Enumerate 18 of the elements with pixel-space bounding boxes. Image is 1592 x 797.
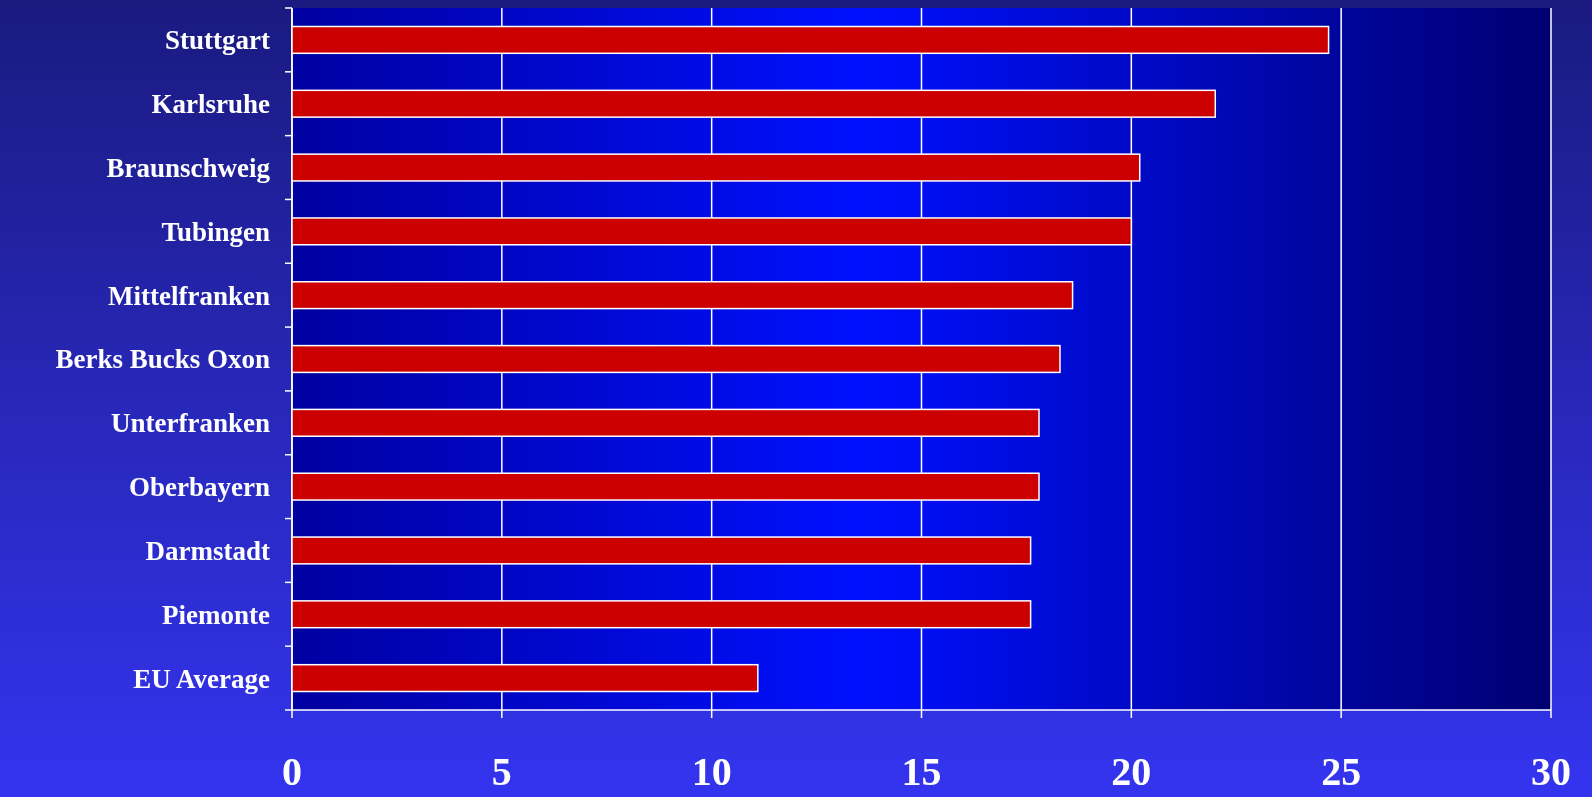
y-tick-label: Braunschweig bbox=[106, 153, 271, 183]
x-tick-label: 30 bbox=[1531, 749, 1571, 794]
x-tick-label: 25 bbox=[1321, 749, 1362, 794]
x-tick-label: 20 bbox=[1111, 749, 1152, 794]
x-tick-label: 5 bbox=[491, 749, 512, 794]
y-tick-label: Karlsruhe bbox=[151, 89, 271, 120]
y-tick-label: EU Average bbox=[133, 663, 271, 694]
y-tick-label: Piemonte bbox=[162, 599, 271, 630]
x-tick-label: 10 bbox=[691, 749, 732, 794]
y-tick-label: Oberbayern bbox=[129, 472, 270, 503]
x-tick-label: 15 bbox=[901, 749, 942, 794]
y-tick-label: Berks Bucks Oxon bbox=[55, 344, 270, 375]
y-tick-label: Tubingen bbox=[161, 216, 270, 247]
y-tick-label: Darmstadt bbox=[145, 535, 270, 566]
x-tick-label: 0 bbox=[282, 749, 302, 794]
y-tick-label: Mittelfranken bbox=[108, 280, 270, 311]
y-tick-label: Stuttgart bbox=[165, 25, 271, 56]
y-tick-label: Unterfranken bbox=[111, 408, 270, 439]
